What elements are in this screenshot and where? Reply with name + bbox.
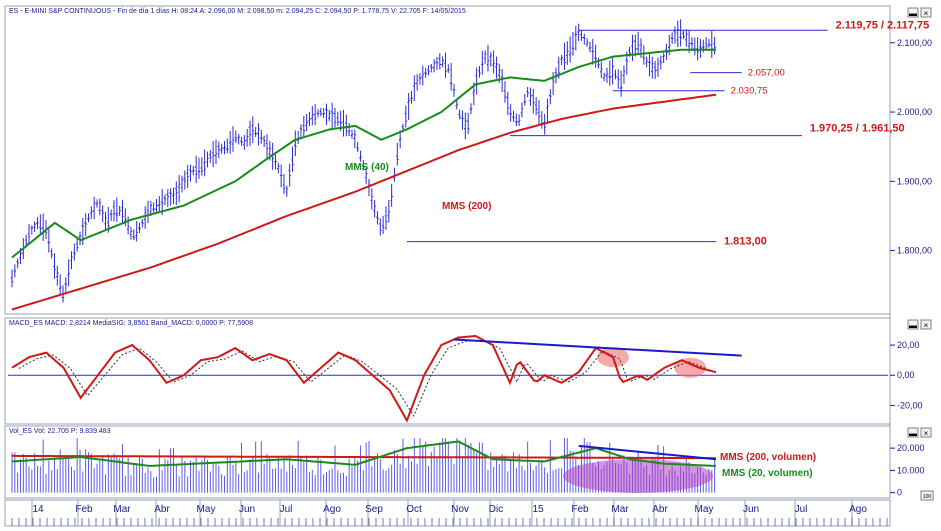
time-axis — [4, 499, 891, 527]
price-bars — [10, 19, 716, 303]
y-tick-label: 0,00 — [897, 370, 915, 380]
macd-trendline — [454, 338, 742, 357]
x-tick-label: Feb — [571, 504, 589, 515]
x-tick-label: Mar — [113, 504, 131, 515]
minimize-icon: ▬ — [909, 321, 917, 330]
x-tick-label: Jun — [239, 504, 255, 515]
level-label: 2.057,00 — [748, 68, 785, 79]
x-tick-label: Ago — [323, 504, 341, 515]
x-tick-label: Feb — [75, 504, 93, 515]
y-tick-label: 2.000,00 — [897, 107, 932, 117]
x-tick-label: Dic — [489, 504, 503, 515]
price-panel-controls[interactable]: ▬ × — [907, 7, 932, 18]
macd-chart: 20,00 0,00 -20,00 — [8, 334, 923, 423]
level-label: 2.030,75 — [731, 86, 768, 97]
x-tick-label: Nov — [451, 504, 469, 515]
volume-chart: 20.000 10.000 0 MMS (200, volumen) MMS (20, … — [11, 438, 925, 498]
signal-line — [18, 339, 706, 418]
x-tick-label: May — [695, 504, 714, 515]
legend-mms200-vol: MMS (200, volumen) — [720, 452, 816, 463]
x-tick-label: 14 — [32, 504, 44, 515]
close-icon: × — [924, 321, 929, 330]
volume-panel-controls[interactable]: ▬ × — [907, 427, 932, 438]
x-tick-label: Abr — [652, 504, 668, 515]
highlight-ellipse — [674, 357, 707, 378]
level-label: 1.970,25 / 1.961,50 — [810, 123, 905, 135]
close-icon: × — [924, 9, 929, 18]
minimize-icon: ▬ — [909, 429, 917, 438]
x-axis-labels: 14 Feb Mar Abr May Jun Jul Ago Sep Oct Nov Dic 15 Feb… — [11, 500, 888, 526]
y-tick-label: 1.800,00 — [897, 246, 932, 256]
annotation-mms200: MMS (200) — [442, 201, 491, 212]
volume-header: Vol_ES Vol: 22.705 P: 9.839.483 — [9, 428, 111, 435]
y-tick-label: 0 — [897, 488, 902, 498]
y-tick-label: 1.900,00 — [897, 176, 932, 186]
y-tick-label: 10.000 — [897, 465, 925, 475]
annotation-mms40: MMS (40) — [345, 162, 389, 173]
x-tick-label: May — [197, 504, 216, 515]
macd-header: MACD_ES MACD: 2,8214 MediaSIG: 3,8561 Ba… — [9, 320, 253, 327]
close-icon: × — [924, 429, 929, 438]
y-tick-label: -20,00 — [897, 400, 923, 410]
minimize-icon: ▬ — [909, 9, 917, 18]
zoom-icon: 100 — [923, 494, 932, 500]
volume-highlight — [563, 459, 713, 493]
macd-panel-controls[interactable]: ▬ × — [907, 319, 932, 330]
legend-mms20-vol: MMS (20, volumen) — [722, 468, 813, 479]
level-label: 2.119,75 / 2.117,75 — [836, 19, 930, 31]
zoom-control[interactable]: 100 — [920, 490, 934, 501]
level-label: 1.813,00 — [724, 236, 767, 248]
price-header: ES - E-MINI S&P CONTINUOUS - Fin de día … — [9, 8, 466, 15]
x-tick-label: Sep — [365, 504, 383, 515]
macd-line — [11, 334, 717, 423]
y-tick-label: 20,00 — [897, 340, 920, 350]
y-tick-label: 2.100,00 — [897, 38, 932, 48]
series-line — [12, 454, 717, 460]
series-line — [11, 93, 717, 311]
x-tick-label: Jul — [795, 504, 808, 515]
y-tick-label: 20.000 — [897, 443, 925, 453]
series-line — [11, 440, 717, 467]
x-tick-label: Oct — [406, 504, 422, 515]
x-tick-label: Abr — [154, 504, 170, 515]
x-tick-label: Jul — [280, 504, 293, 515]
x-tick-label: Mar — [611, 504, 629, 515]
x-tick-label: 15 — [532, 504, 544, 515]
price-chart: 1.800,00 1.900,00 2.000,00 2.100,00 2.119,75… — [10, 19, 932, 311]
x-tick-label: Ago — [849, 504, 867, 515]
volume-trendline — [578, 444, 717, 461]
series-line — [11, 48, 716, 259]
x-tick-label: Jun — [743, 504, 759, 515]
